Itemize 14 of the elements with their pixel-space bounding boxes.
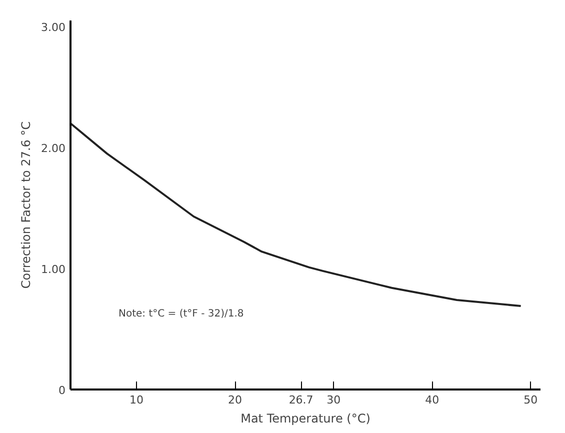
x-tick-label: 26.7 xyxy=(288,394,314,406)
line-series xyxy=(70,122,522,308)
x-tick-label: 40 xyxy=(425,394,440,406)
x-tick-label: 50 xyxy=(524,394,538,406)
y-tick-label: 0 xyxy=(58,384,66,397)
x-axis-title: Mat Temperature (°C) xyxy=(240,412,370,426)
y-tick-label: 1.00 xyxy=(41,263,66,276)
y-axis-title: Correction Factor to 27.6 °C xyxy=(19,121,34,289)
y-tick-label: 2.00 xyxy=(41,142,66,156)
x-tick-label: 10 xyxy=(130,394,144,406)
x-tick-label: 20 xyxy=(228,394,242,406)
x-tick-label: 30 xyxy=(326,394,341,406)
y-tick-label: 3.00 xyxy=(41,21,66,34)
annotation: Note: t°C = (t°F - 32)/1.8 xyxy=(118,308,244,320)
